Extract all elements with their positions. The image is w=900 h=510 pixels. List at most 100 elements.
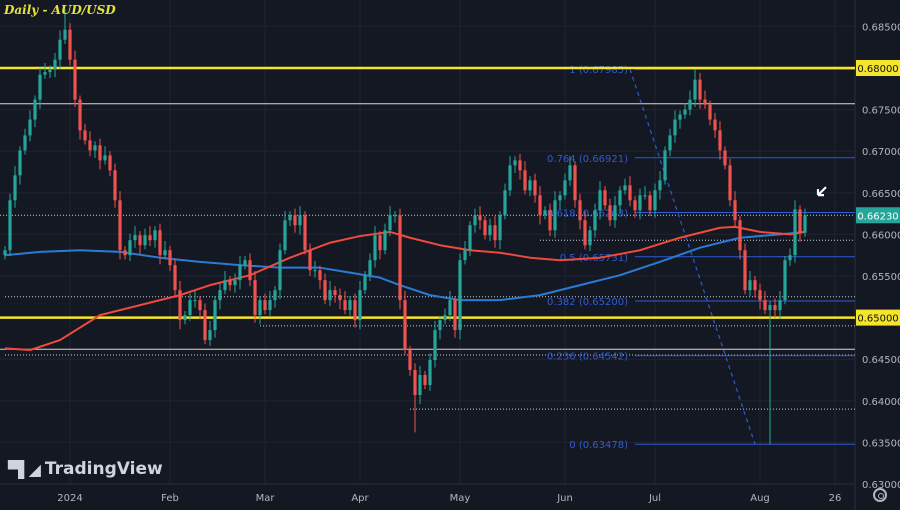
candle-body (418, 375, 422, 395)
candle (788, 248, 792, 267)
candle-body (678, 114, 682, 120)
candle (143, 228, 147, 250)
candle-body (243, 260, 247, 266)
candle-body (233, 280, 237, 286)
candle (73, 50, 77, 108)
candle-body (648, 195, 652, 211)
candle (93, 141, 97, 158)
candle-body (128, 240, 132, 256)
settings-gear-icon[interactable] (873, 488, 887, 502)
candle (458, 253, 462, 340)
candle-body (383, 230, 387, 251)
fib-level-label: 1 (0.67985) (569, 65, 628, 76)
candle-body (393, 215, 397, 217)
candle-body (748, 280, 752, 291)
candle-body (293, 215, 297, 226)
candle (108, 151, 112, 177)
fib-trend-line (629, 69, 756, 445)
candle-body (298, 215, 302, 226)
candle (218, 283, 222, 310)
candle-body (368, 260, 372, 276)
candle (498, 211, 502, 250)
candle (18, 146, 22, 185)
candle-body (633, 200, 637, 211)
candle-body (423, 375, 427, 385)
candle-body (108, 155, 112, 171)
candle-body (723, 150, 727, 166)
candle (283, 211, 287, 255)
candle (543, 206, 547, 220)
candle-body (228, 280, 232, 286)
candle-body (208, 330, 212, 341)
candle (378, 231, 382, 260)
candle (778, 290, 782, 320)
candle (138, 231, 142, 255)
candle-body (718, 130, 722, 151)
candle (188, 293, 192, 321)
candle (28, 110, 32, 142)
candle (293, 208, 297, 233)
candle (38, 68, 42, 109)
candle-body (408, 350, 412, 371)
candle (743, 243, 747, 295)
candle-body (248, 260, 252, 281)
x-tick-label: Jul (648, 493, 661, 504)
candle-body (598, 190, 602, 211)
candle (638, 188, 642, 220)
candle (463, 241, 467, 265)
candle-body (353, 300, 357, 321)
candle (303, 211, 307, 255)
candle (13, 166, 17, 208)
candle (673, 110, 677, 143)
candle (213, 295, 217, 338)
candle (763, 290, 767, 315)
y-tick-label: 0.64500 (862, 355, 900, 366)
candle (698, 72, 702, 109)
candle (8, 193, 12, 257)
candle-body (218, 290, 222, 301)
candle-body (13, 175, 17, 201)
candle (23, 128, 27, 155)
candle (413, 363, 417, 433)
candle (63, 8, 67, 44)
candle (148, 226, 152, 247)
candle-body (773, 305, 777, 311)
candle-body (253, 280, 257, 316)
candle-body (288, 215, 292, 221)
moving-average-red (4, 225, 806, 352)
candle-body (683, 109, 687, 115)
candle-body (173, 265, 177, 291)
candle (533, 173, 537, 203)
candle-body (783, 260, 787, 301)
candle (358, 280, 362, 330)
candle-body (268, 300, 272, 311)
candle-body (778, 300, 782, 311)
candle (733, 191, 737, 228)
candle-body (258, 300, 262, 316)
candle (308, 243, 312, 276)
candle (363, 271, 367, 295)
candle (623, 178, 627, 195)
candle (598, 181, 602, 220)
candle (103, 146, 107, 165)
candle-body (618, 190, 622, 206)
candle (33, 95, 37, 128)
candle (273, 285, 277, 308)
candle-body (658, 180, 662, 191)
candle-body (693, 79, 697, 100)
candle-body (703, 99, 707, 105)
tradingview-logo[interactable]: ▀▌◢ TradingView (8, 459, 163, 479)
candle-body (708, 104, 712, 120)
candle-body (413, 370, 417, 395)
candle (123, 246, 127, 260)
candle-body (143, 235, 147, 246)
candle (393, 211, 397, 223)
candle (548, 203, 552, 237)
candle (603, 186, 607, 210)
candle-body (543, 210, 547, 216)
candle (628, 176, 632, 207)
x-tick-label: Aug (750, 493, 770, 504)
candle (233, 273, 237, 293)
